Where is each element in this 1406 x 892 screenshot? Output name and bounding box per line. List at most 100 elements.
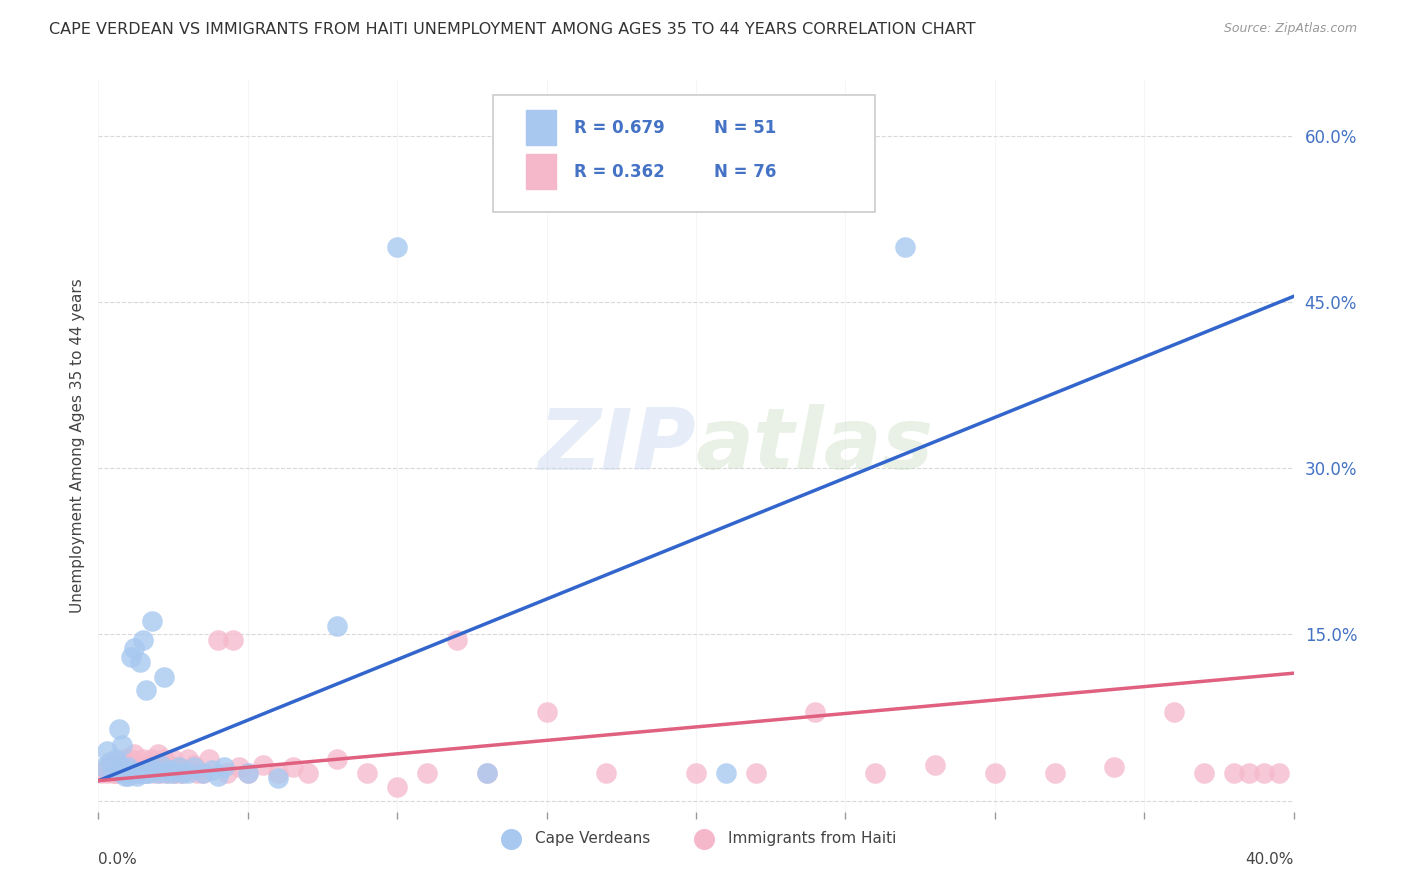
Point: [281, 760, 304, 774]
Point: [120, 649, 142, 664]
Point: [96, 744, 118, 758]
Point: [475, 766, 498, 780]
Point: [183, 760, 205, 774]
Point: [177, 751, 200, 765]
Y-axis label: Unemployment Among Ages 35 to 44 years: Unemployment Among Ages 35 to 44 years: [69, 278, 84, 614]
Point: [138, 758, 160, 772]
Point: [385, 780, 409, 795]
Point: [114, 766, 136, 780]
Point: [236, 766, 259, 780]
Point: [745, 766, 768, 780]
Point: [416, 766, 439, 780]
Point: [685, 766, 707, 780]
Text: 40.0%: 40.0%: [1246, 852, 1294, 867]
Point: [105, 751, 128, 765]
Point: [117, 766, 139, 780]
Point: [356, 766, 378, 780]
Point: [1237, 766, 1260, 780]
Point: [183, 758, 205, 772]
Point: [124, 766, 146, 780]
Point: [1253, 766, 1275, 780]
Point: [924, 758, 946, 772]
Point: [894, 239, 917, 253]
Point: [117, 760, 139, 774]
Point: [150, 758, 173, 772]
Point: [143, 763, 166, 777]
Point: [1223, 766, 1246, 780]
Point: [177, 763, 200, 777]
Point: [114, 763, 136, 777]
Point: [1192, 766, 1215, 780]
Point: [153, 669, 176, 683]
Text: N = 51: N = 51: [714, 119, 776, 136]
Point: [984, 766, 1007, 780]
Point: [153, 751, 176, 765]
Point: [252, 758, 274, 772]
Point: [150, 766, 173, 780]
Point: [228, 760, 250, 774]
Point: [172, 766, 194, 780]
Point: [865, 766, 887, 780]
Point: [135, 766, 157, 780]
Point: [156, 766, 179, 780]
Text: R = 0.679: R = 0.679: [574, 119, 665, 136]
Point: [162, 766, 184, 780]
Point: [103, 755, 125, 769]
Point: [135, 682, 157, 697]
Point: [105, 760, 128, 774]
Text: CAPE VERDEAN VS IMMIGRANTS FROM HAITI UNEMPLOYMENT AMONG AGES 35 TO 44 YEARS COR: CAPE VERDEAN VS IMMIGRANTS FROM HAITI UN…: [49, 22, 976, 37]
Point: [129, 655, 152, 669]
Point: [108, 766, 131, 780]
Point: [536, 705, 558, 719]
Point: [1104, 760, 1126, 774]
Point: [127, 760, 149, 774]
Point: [148, 760, 170, 774]
Point: [326, 618, 349, 632]
Point: [111, 738, 134, 752]
Point: [143, 766, 166, 780]
Point: [177, 766, 200, 780]
Point: [105, 760, 128, 774]
Point: [111, 766, 134, 780]
Point: [108, 722, 131, 736]
Point: [129, 763, 152, 777]
Point: [1043, 766, 1066, 780]
Text: ZIP: ZIP: [538, 404, 696, 488]
Point: [138, 766, 160, 780]
Point: [135, 766, 157, 780]
Point: [1267, 766, 1289, 780]
Point: [117, 764, 139, 778]
Point: [98, 758, 122, 772]
Point: [212, 760, 235, 774]
Point: [96, 766, 118, 780]
Point: [191, 766, 214, 780]
Point: [446, 632, 468, 647]
Point: [124, 766, 146, 780]
Point: [148, 766, 170, 780]
Point: [167, 760, 190, 774]
Point: [236, 766, 259, 780]
Point: [297, 766, 319, 780]
Point: [148, 747, 170, 761]
Point: [103, 766, 125, 780]
Point: [132, 766, 155, 780]
Point: [385, 239, 409, 253]
Point: [132, 760, 155, 774]
Point: [93, 763, 115, 777]
Point: [98, 763, 122, 777]
Point: [124, 747, 146, 761]
Text: atlas: atlas: [696, 404, 934, 488]
Point: [215, 766, 238, 780]
Point: [132, 632, 155, 647]
Point: [141, 751, 163, 765]
Point: [191, 766, 214, 780]
Legend: Cape Verdeans, Immigrants from Haiti: Cape Verdeans, Immigrants from Haiti: [489, 824, 903, 852]
Point: [127, 769, 149, 783]
Point: [93, 760, 115, 774]
Point: [90, 766, 112, 780]
Point: [141, 614, 163, 628]
Point: [222, 632, 245, 647]
Bar: [526, 154, 557, 189]
Point: [117, 758, 139, 772]
Point: [156, 766, 179, 780]
